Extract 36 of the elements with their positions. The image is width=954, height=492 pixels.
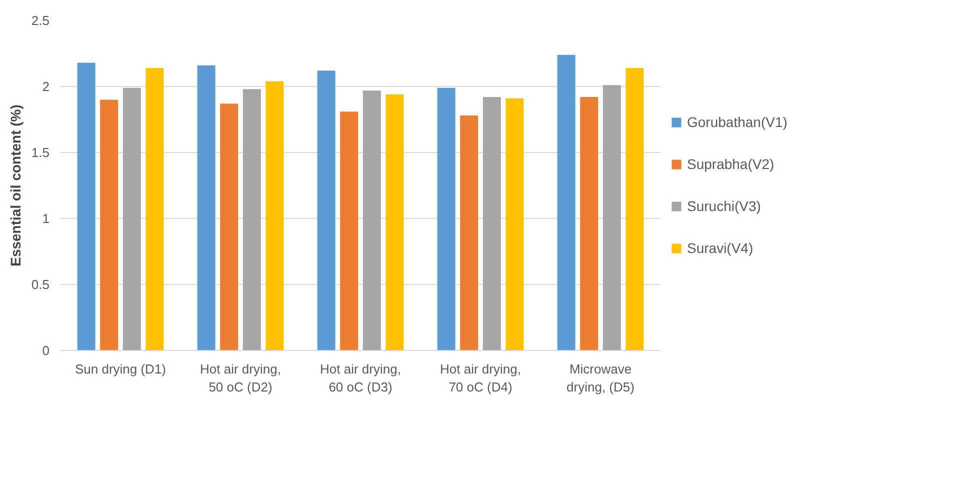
x-tick-label: Microwave drying, (D5)	[566, 362, 634, 394]
y-axis-title: Essential oil content (%)	[7, 104, 24, 266]
bar	[506, 98, 524, 350]
bar	[626, 68, 644, 350]
bar	[386, 94, 404, 350]
x-tick-label: Hot air drying, 50 oC (D2)	[200, 362, 281, 394]
bar	[557, 54, 576, 350]
y-tick-label: 2.5	[31, 13, 50, 28]
bar	[340, 112, 358, 350]
bar	[242, 89, 261, 350]
bar	[460, 116, 478, 350]
x-tick-label: Sun drying (D1)	[74, 362, 166, 376]
bar	[197, 65, 216, 350]
bar	[580, 97, 598, 350]
y-tick-label: 0.5	[31, 277, 50, 292]
y-tick-label: 0	[42, 343, 50, 358]
bar	[482, 97, 501, 350]
bar	[77, 62, 96, 350]
bar	[437, 88, 456, 350]
bar	[220, 104, 238, 350]
x-tick-label: Hot air drying, 70 oC (D4)	[440, 362, 521, 394]
y-tick-label: 1	[42, 211, 50, 226]
bar	[146, 68, 164, 350]
x-tick-label: Hot air drying, 60 oC (D3)	[320, 362, 401, 394]
bar	[266, 81, 284, 350]
bar	[362, 90, 381, 350]
legend-label: Suravi(V4)	[687, 240, 754, 256]
legend-label: Suruchi(V3)	[687, 198, 761, 214]
bar	[122, 88, 141, 350]
legend-label: Gorubathan(V1)	[687, 114, 788, 130]
legend-label: Suprabha(V2)	[687, 156, 774, 172]
bar	[100, 100, 118, 350]
y-tick-label: 1.5	[31, 145, 50, 160]
y-tick-label: 2	[42, 79, 50, 94]
bar	[317, 70, 336, 350]
bar	[602, 85, 621, 350]
